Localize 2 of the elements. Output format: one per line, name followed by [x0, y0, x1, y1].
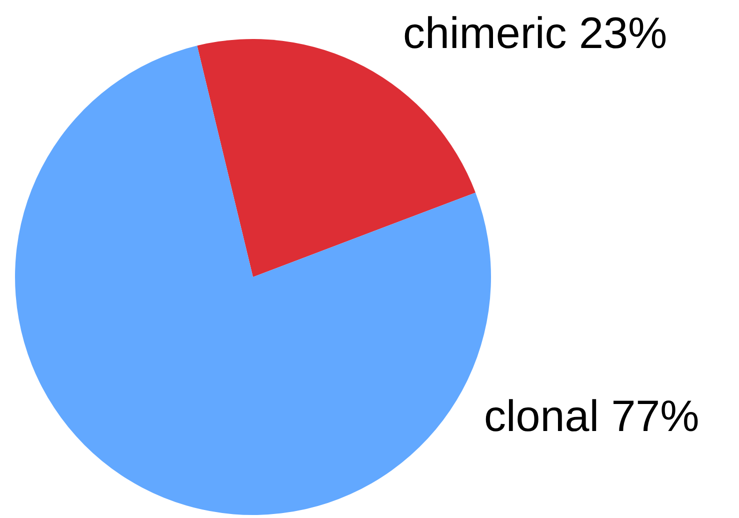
slice-label: clonal 77%: [484, 392, 700, 441]
slice-label: chimeric 23%: [403, 9, 668, 58]
